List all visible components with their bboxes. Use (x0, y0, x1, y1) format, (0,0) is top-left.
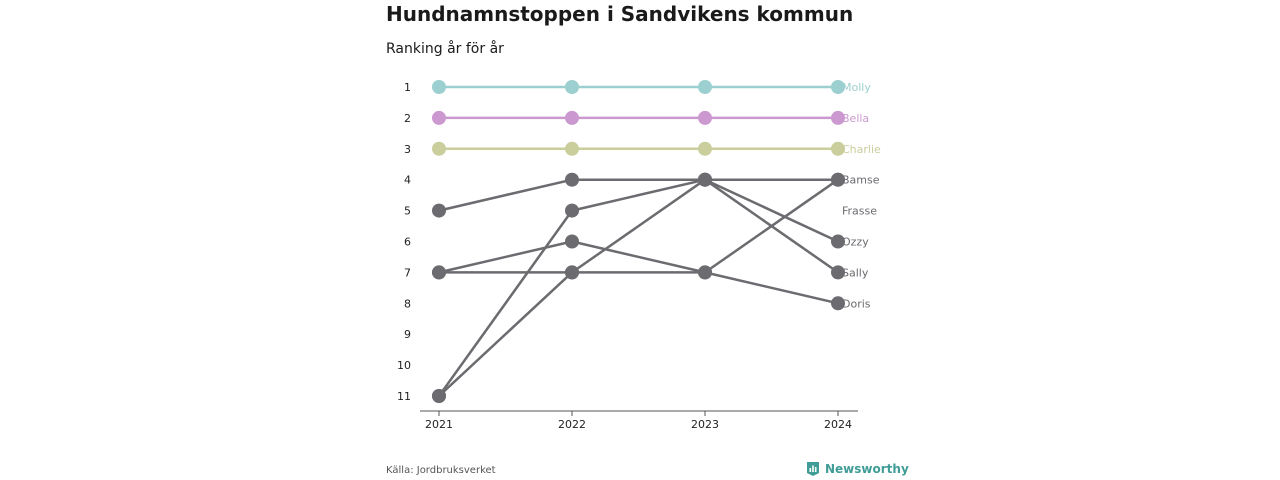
x-tick-label-2024: 2024 (824, 418, 852, 431)
point-bella-2023 (698, 110, 712, 125)
point-bella-2024 (831, 110, 845, 125)
x-tick-label-2023: 2023 (691, 418, 719, 431)
source-note: Källa: Jordbruksverket (386, 465, 496, 476)
point-charlie-2022 (565, 141, 579, 156)
point-doris-2024 (831, 296, 845, 311)
y-tick-label-7: 7 (404, 266, 411, 279)
point-molly-2024 (831, 80, 845, 94)
y-tick-label-3: 3 (404, 143, 411, 156)
series-line-ozzy (437, 178, 839, 397)
point-sally-2023 (698, 172, 712, 187)
end-label-frasse: Frasse (842, 205, 877, 218)
point-bamse-2021 (432, 203, 446, 218)
x-tick-label-2022: 2022 (558, 418, 586, 431)
chart-subtitle: Ranking år för år (386, 41, 504, 57)
point-ozzy-2022 (565, 203, 579, 218)
end-label-ozzy: Ozzy (842, 236, 869, 249)
x-tick-label-2021: 2021 (425, 418, 453, 431)
end-label-bamse: Bamse (842, 174, 880, 187)
point-molly-2021 (432, 80, 446, 94)
point-sally-2024 (831, 265, 845, 280)
point-sally-2021 (432, 389, 446, 403)
y-tick-label-9: 9 (404, 328, 411, 341)
y-tick-label-1: 1 (404, 81, 411, 94)
point-ozzy-2024 (831, 234, 845, 249)
point-charlie-2021 (432, 141, 446, 156)
y-tick-label-2: 2 (404, 112, 411, 125)
series-line-sally (438, 178, 839, 397)
point-charlie-2024 (831, 141, 845, 156)
y-tick-label-11: 11 (397, 390, 411, 403)
end-label-charlie: Charlie (842, 143, 881, 156)
chart-title: Hundnamnstoppen i Sandvikens kommun (386, 2, 854, 26)
point-doris-2022 (565, 234, 579, 249)
y-tick-label-8: 8 (404, 297, 411, 310)
y-tick-label-10: 10 (397, 359, 411, 372)
y-tick-label-5: 5 (404, 205, 411, 218)
y-tick-label-4: 4 (404, 174, 411, 187)
end-label-sally: Sally (842, 266, 869, 279)
point-bella-2022 (565, 110, 579, 125)
brand-logo: Newsworthy (806, 461, 909, 477)
series-line-doris (438, 240, 839, 305)
y-tick-label-6: 6 (404, 236, 411, 249)
point-molly-2022 (565, 80, 579, 94)
newsworthy-logo-icon (807, 462, 819, 476)
point-molly-2023 (698, 80, 712, 94)
end-label-doris: Doris (842, 297, 871, 310)
end-label-molly: Molly (842, 81, 871, 94)
series-line-bamse (438, 178, 838, 212)
point-bella-2021 (432, 110, 446, 125)
brand-name: Newsworthy (825, 462, 909, 476)
point-doris-2021 (432, 265, 446, 280)
point-frasse-2024 (831, 172, 845, 187)
point-sally-2022 (565, 265, 579, 280)
end-label-bella: Bella (842, 112, 869, 125)
point-bamse-2022 (565, 172, 579, 187)
point-doris-2023 (698, 265, 712, 280)
point-charlie-2023 (698, 141, 712, 156)
